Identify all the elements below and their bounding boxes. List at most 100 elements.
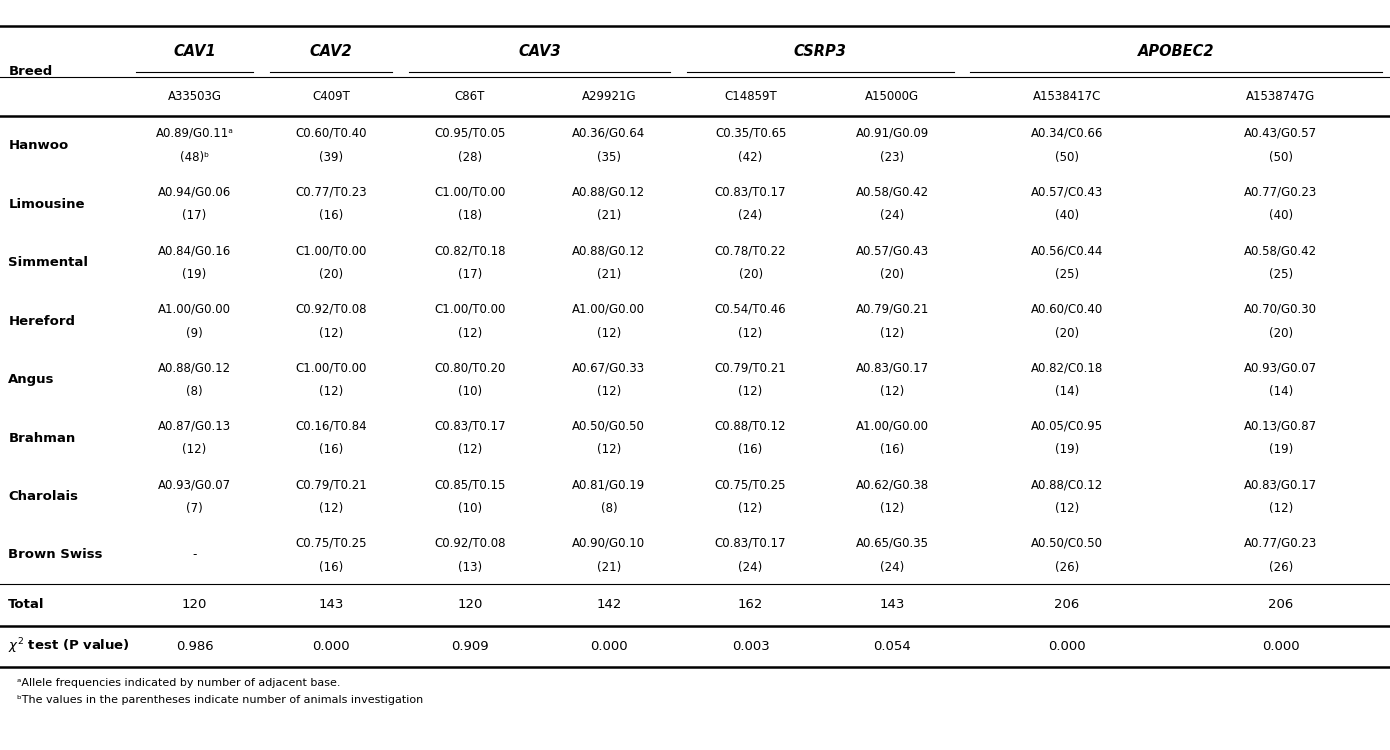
Text: (21): (21): [596, 560, 621, 574]
Text: Charolais: Charolais: [8, 490, 78, 503]
Text: (12): (12): [1269, 502, 1293, 515]
Text: C0.88/T0.12: C0.88/T0.12: [714, 419, 787, 433]
Text: (12): (12): [596, 443, 621, 457]
Text: A1.00/G0.00: A1.00/G0.00: [856, 419, 929, 433]
Text: 0.054: 0.054: [873, 640, 912, 652]
Text: (24): (24): [880, 560, 905, 574]
Text: (9): (9): [186, 326, 203, 340]
Text: C0.79/T0.21: C0.79/T0.21: [295, 478, 367, 491]
Text: (16): (16): [318, 209, 343, 223]
Text: 206: 206: [1268, 598, 1294, 611]
Text: C1.00/T0.00: C1.00/T0.00: [295, 244, 367, 257]
Text: A0.77/G0.23: A0.77/G0.23: [1244, 536, 1318, 550]
Text: C86T: C86T: [455, 90, 485, 104]
Text: C409T: C409T: [311, 90, 350, 104]
Text: Breed: Breed: [8, 64, 53, 78]
Text: (40): (40): [1269, 209, 1293, 223]
Text: A0.83/G0.17: A0.83/G0.17: [856, 361, 929, 374]
Text: (17): (17): [457, 268, 482, 281]
Text: C0.60/T0.40: C0.60/T0.40: [295, 127, 367, 140]
Text: C0.92/T0.08: C0.92/T0.08: [434, 536, 506, 550]
Text: C0.80/T0.20: C0.80/T0.20: [434, 361, 506, 374]
Text: (12): (12): [318, 502, 343, 515]
Text: (20): (20): [1269, 326, 1293, 340]
Text: (12): (12): [318, 326, 343, 340]
Text: (12): (12): [596, 385, 621, 398]
Text: (24): (24): [738, 209, 763, 223]
Text: ᵃAllele frequencies indicated by number of adjacent base.: ᵃAllele frequencies indicated by number …: [17, 678, 341, 688]
Text: Hanwoo: Hanwoo: [8, 139, 68, 152]
Text: (10): (10): [457, 502, 482, 515]
Text: A0.88/G0.12: A0.88/G0.12: [573, 185, 645, 199]
Text: CAV3: CAV3: [518, 44, 560, 59]
Text: A0.05/C0.95: A0.05/C0.95: [1031, 419, 1102, 433]
Text: C1.00/T0.00: C1.00/T0.00: [295, 361, 367, 374]
Text: (25): (25): [1055, 268, 1079, 281]
Text: 0.000: 0.000: [1048, 640, 1086, 652]
Text: C0.85/T0.15: C0.85/T0.15: [434, 478, 506, 491]
Text: (17): (17): [182, 209, 207, 223]
Text: A0.88/C0.12: A0.88/C0.12: [1031, 478, 1102, 491]
Text: APOBEC2: APOBEC2: [1137, 44, 1215, 59]
Text: (12): (12): [880, 502, 905, 515]
Text: A0.70/G0.30: A0.70/G0.30: [1244, 302, 1318, 316]
Text: A0.60/C0.40: A0.60/C0.40: [1031, 302, 1102, 316]
Text: A33503G: A33503G: [168, 90, 221, 104]
Text: A0.57/G0.43: A0.57/G0.43: [856, 244, 929, 257]
Text: CSRP3: CSRP3: [794, 44, 847, 59]
Text: 0.003: 0.003: [731, 640, 770, 652]
Text: A0.62/G0.38: A0.62/G0.38: [856, 478, 929, 491]
Text: A0.36/G0.64: A0.36/G0.64: [573, 127, 645, 140]
Text: A0.58/G0.42: A0.58/G0.42: [1244, 244, 1318, 257]
Text: (12): (12): [1055, 502, 1079, 515]
Text: (12): (12): [318, 385, 343, 398]
Text: A0.43/G0.57: A0.43/G0.57: [1244, 127, 1318, 140]
Text: C0.83/T0.17: C0.83/T0.17: [434, 419, 506, 433]
Text: Brahman: Brahman: [8, 431, 75, 445]
Text: 120: 120: [182, 598, 207, 611]
Text: (50): (50): [1055, 151, 1079, 164]
Text: (18): (18): [457, 209, 482, 223]
Text: A0.50/C0.50: A0.50/C0.50: [1031, 536, 1102, 550]
Text: (7): (7): [186, 502, 203, 515]
Text: A0.58/G0.42: A0.58/G0.42: [856, 185, 929, 199]
Text: (12): (12): [182, 443, 207, 457]
Text: (20): (20): [318, 268, 343, 281]
Text: (14): (14): [1269, 385, 1293, 398]
Text: Simmental: Simmental: [8, 256, 89, 269]
Text: A1.00/G0.00: A1.00/G0.00: [573, 302, 645, 316]
Text: A0.93/G0.07: A0.93/G0.07: [158, 478, 231, 491]
Text: Brown Swiss: Brown Swiss: [8, 548, 103, 562]
Text: (12): (12): [880, 326, 905, 340]
Text: A0.65/G0.35: A0.65/G0.35: [856, 536, 929, 550]
Text: 0.000: 0.000: [311, 640, 350, 652]
Text: ᵇThe values in the parentheses indicate number of animals investigation: ᵇThe values in the parentheses indicate …: [17, 694, 423, 705]
Text: $\chi^2$ test (P value): $\chi^2$ test (P value): [8, 636, 131, 656]
Text: C0.35/T0.65: C0.35/T0.65: [714, 127, 787, 140]
Text: C0.82/T0.18: C0.82/T0.18: [434, 244, 506, 257]
Text: (19): (19): [1055, 443, 1079, 457]
Text: (25): (25): [1269, 268, 1293, 281]
Text: A0.13/G0.87: A0.13/G0.87: [1244, 419, 1318, 433]
Text: A0.89/G0.11ᵃ: A0.89/G0.11ᵃ: [156, 127, 234, 140]
Text: 143: 143: [318, 598, 343, 611]
Text: (21): (21): [596, 209, 621, 223]
Text: C0.77/T0.23: C0.77/T0.23: [295, 185, 367, 199]
Text: (50): (50): [1269, 151, 1293, 164]
Text: (12): (12): [738, 502, 763, 515]
Text: Total: Total: [8, 598, 44, 611]
Text: 120: 120: [457, 598, 482, 611]
Text: (14): (14): [1055, 385, 1079, 398]
Text: (39): (39): [318, 151, 343, 164]
Text: C1.00/T0.00: C1.00/T0.00: [434, 185, 506, 199]
Text: (16): (16): [318, 443, 343, 457]
Text: (12): (12): [457, 443, 482, 457]
Text: (12): (12): [880, 385, 905, 398]
Text: (8): (8): [186, 385, 203, 398]
Text: 0.909: 0.909: [450, 640, 489, 652]
Text: A0.57/C0.43: A0.57/C0.43: [1031, 185, 1102, 199]
Text: 143: 143: [880, 598, 905, 611]
Text: (23): (23): [880, 151, 905, 164]
Text: A0.56/C0.44: A0.56/C0.44: [1030, 244, 1104, 257]
Text: A0.82/C0.18: A0.82/C0.18: [1031, 361, 1102, 374]
